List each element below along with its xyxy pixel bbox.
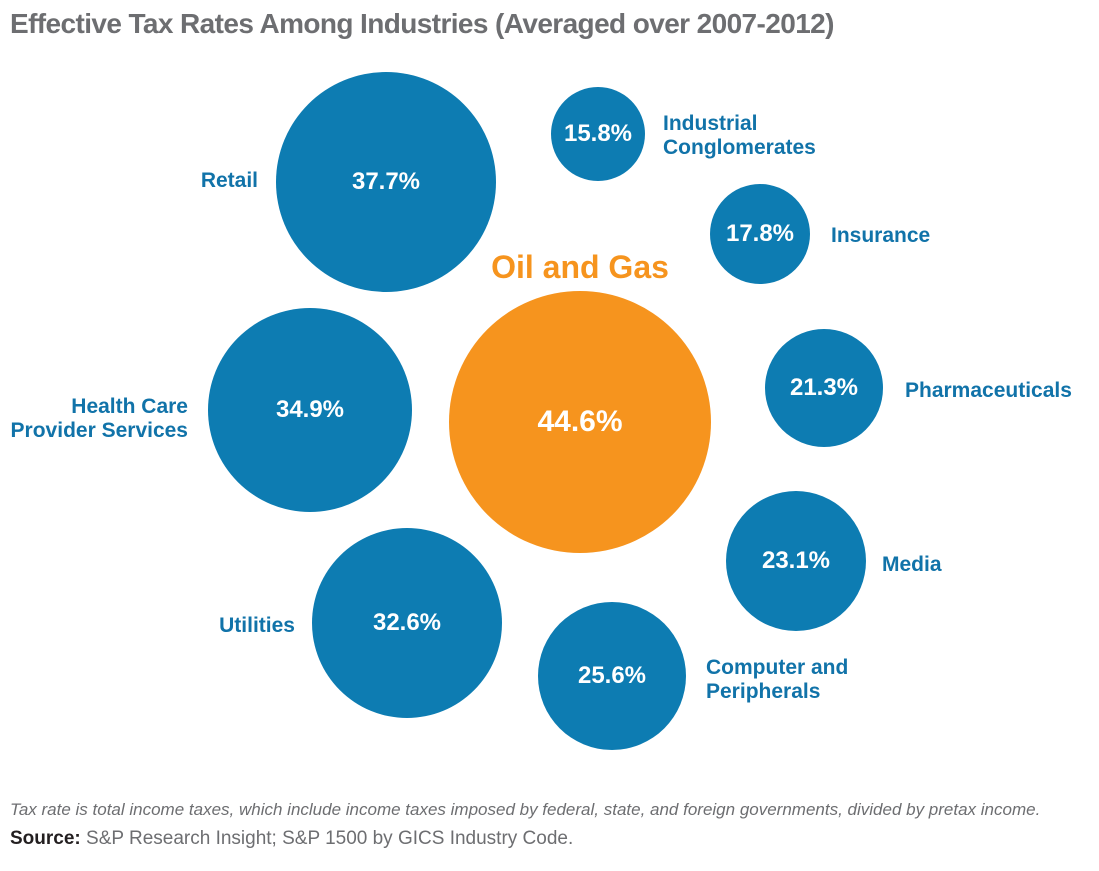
bubble-label-health-care-provider-services: Health Care Provider Services xyxy=(11,395,188,443)
bubble-label-line: Health Care xyxy=(71,395,188,418)
bubble-label-industrial-conglomerates: Industrial Conglomerates xyxy=(663,112,816,160)
bubble-utilities: 32.6% xyxy=(312,528,502,718)
bubble-value-computer-and-peripherals: 25.6% xyxy=(577,662,647,689)
bubble-value-pharmaceuticals: 21.3% xyxy=(789,374,859,401)
bubble-value-industrial-conglomerates: 15.8% xyxy=(563,120,633,147)
bubble-label-insurance: Insurance xyxy=(831,224,930,248)
bubble-label-utilities: Utilities xyxy=(219,614,295,638)
chart-title: Effective Tax Rates Among Industries (Av… xyxy=(10,8,834,39)
bubble-label-line: Peripherals xyxy=(706,680,821,703)
bubble-value-utilities: 32.6% xyxy=(372,609,442,636)
bubble-label-line: Provider Services xyxy=(10,419,188,442)
bubble-industrial-conglomerates: 15.8% xyxy=(551,87,645,181)
bubble-label-line: Media xyxy=(882,553,942,576)
bubble-label-line: Insurance xyxy=(831,224,931,247)
bubble-value-insurance: 17.8% xyxy=(725,220,795,247)
bubble-computer-and-peripherals: 25.6% xyxy=(538,602,686,750)
bubble-label-computer-and-peripherals: Computer and Peripherals xyxy=(706,656,848,704)
bubble-label-oil-and-gas: Oil and Gas xyxy=(491,250,669,284)
bubble-label-line: Industrial xyxy=(663,112,758,135)
bubble-value-retail: 37.7% xyxy=(351,168,421,195)
bubble-label-line: Retail xyxy=(200,169,258,192)
bubble-label-retail: Retail xyxy=(201,169,258,193)
bubble-label-line: Computer and xyxy=(706,656,849,679)
bubble-label-media: Media xyxy=(882,553,942,577)
bubble-value-oil-and-gas: 44.6% xyxy=(537,405,623,438)
source-line: Source: S&P Research Insight; S&P 1500 b… xyxy=(10,828,573,850)
bubble-pharmaceuticals: 21.3% xyxy=(765,329,883,447)
bubble-value-health-care-provider-services: 34.9% xyxy=(275,396,345,423)
bubble-insurance: 17.8% xyxy=(710,184,810,284)
bubble-retail: 37.7% xyxy=(276,72,496,292)
source-text: S&P Research Insight; S&P 1500 by GICS I… xyxy=(80,828,574,849)
footnote-text: Tax rate is total income taxes, which in… xyxy=(10,800,1041,819)
source-label: Source: xyxy=(10,828,81,849)
bubble-media: 23.1% xyxy=(726,491,866,631)
bubble-label-line: Conglomerates xyxy=(663,136,816,159)
bubble-health-care-provider-services: 34.9% xyxy=(208,308,412,512)
bubble-label-line: Pharmaceuticals xyxy=(905,379,1072,402)
bubble-oil-and-gas: 44.6% xyxy=(449,291,711,553)
bubble-value-media: 23.1% xyxy=(761,547,831,574)
bubble-label-line: Oil and Gas xyxy=(491,249,669,285)
bubble-label-pharmaceuticals: Pharmaceuticals xyxy=(905,379,1072,403)
bubble-label-line: Utilities xyxy=(219,614,295,637)
